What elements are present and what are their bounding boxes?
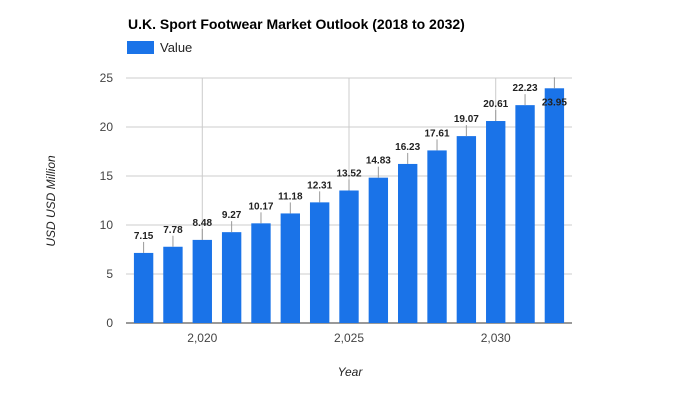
- data-label-2028: 17.61: [425, 128, 450, 139]
- data-label-2022: 10.17: [248, 201, 273, 212]
- y-axis-label: USD USD Million: [44, 155, 58, 247]
- y-tick-label: 5: [106, 267, 113, 281]
- chart-title: U.K. Sport Footwear Market Outlook (2018…: [128, 16, 465, 32]
- data-label-2018: 7.15: [134, 231, 154, 242]
- data-label-2020: 8.48: [193, 218, 213, 229]
- bar-2026: [368, 177, 389, 323]
- bars: [133, 77, 565, 324]
- data-label-2026: 14.83: [366, 156, 391, 167]
- bar-2032: [544, 88, 565, 323]
- data-label-2031: 22.23: [513, 83, 538, 94]
- data-label-2027: 16.23: [395, 142, 420, 153]
- bar-2027: [398, 163, 418, 323]
- x-axis-ticks: 2,020 2,025 2,030: [187, 331, 511, 345]
- y-tick-label: 15: [100, 169, 114, 183]
- legend-swatch-value: [127, 41, 154, 54]
- legend-label-value: Value: [160, 40, 192, 55]
- data-labels: 7.15 7.78 8.48 9.27 10.17 11.18 12.31 13.52 14.8…: [134, 83, 567, 242]
- x-axis-label: Year: [338, 365, 364, 379]
- y-axis-ticks: 0 5 10 15 20 25: [100, 71, 114, 330]
- data-label-2032: 23.95: [542, 97, 567, 108]
- x-tick-label: 2,025: [334, 331, 364, 345]
- bar-2028: [427, 150, 447, 323]
- bar-2031: [515, 105, 535, 324]
- bar-2030: [486, 121, 506, 323]
- y-tick-label: 20: [100, 120, 114, 134]
- data-label-2023: 11.18: [278, 191, 303, 202]
- legend: Value: [127, 40, 192, 55]
- y-tick-label: 10: [100, 218, 114, 232]
- data-label-2029: 19.07: [454, 114, 479, 125]
- x-tick-label: 2,020: [187, 331, 217, 345]
- bar-2020: [192, 239, 212, 323]
- bar-2022: [251, 223, 271, 323]
- data-label-2025: 13.52: [336, 169, 361, 180]
- bar-2029: [456, 136, 477, 323]
- bar-2023: [280, 213, 300, 323]
- x-tick-label: 2,030: [481, 331, 511, 345]
- data-label-2030: 20.61: [483, 99, 508, 110]
- data-label-2024: 12.31: [307, 180, 332, 191]
- data-label-2021: 9.27: [222, 210, 242, 221]
- y-tick-label: 25: [100, 71, 114, 85]
- bar-2018: [133, 252, 154, 323]
- bar-2021: [221, 232, 242, 323]
- data-label-2019: 7.78: [163, 225, 183, 236]
- bar-2019: [163, 246, 183, 323]
- bar-2024: [309, 202, 330, 323]
- y-tick-label: 0: [106, 316, 113, 330]
- bar-2025: [339, 190, 359, 323]
